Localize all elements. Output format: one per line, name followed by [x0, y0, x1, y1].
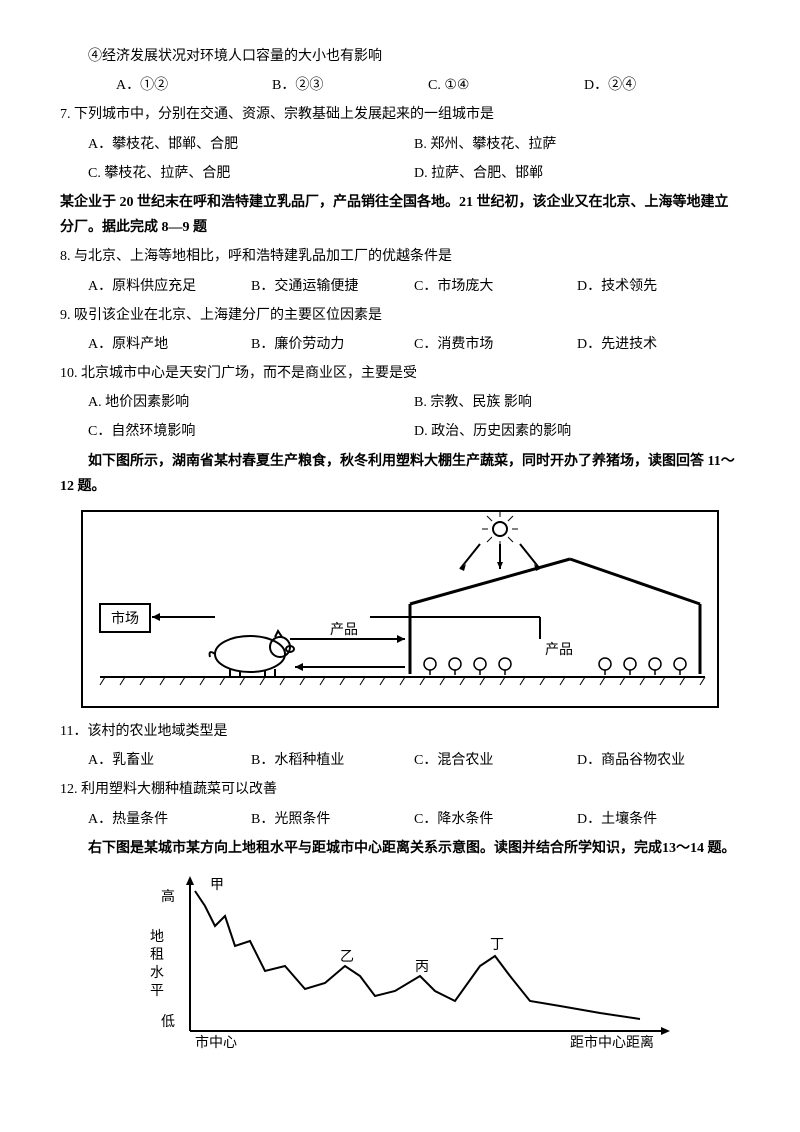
q10-stem: 10. 北京城市中心是天安门广场，而不是商业区，主要是受 [60, 361, 740, 386]
q8-options: A．原料供应充足 B．交通运输便捷 C．市场庞大 D．技术领先 [60, 274, 740, 299]
q7-stem: 7. 下列城市中，分别在交通、资源、宗教基础上发展起来的一组城市是 [60, 102, 740, 127]
q12-optC: C．降水条件 [414, 807, 577, 832]
q9-optA: A．原料产地 [88, 332, 251, 357]
q7-optD: D. 拉萨、合肥、邯郸 [414, 161, 740, 186]
q12-stem: 12. 利用塑料大棚种植蔬菜可以改善 [60, 777, 740, 802]
q8-optB: B．交通运输便捷 [251, 274, 414, 299]
q6-optB: B．②③ [272, 73, 428, 98]
q8-stem: 8. 与北京、上海等地相比，呼和浩特建乳品加工厂的优越条件是 [60, 244, 740, 269]
q6-optD: D．②④ [584, 73, 740, 98]
q7-row1: A．攀枝花、邯郸、合肥 B. 郑州、攀枝花、拉萨 [60, 132, 740, 157]
q9-optC: C．消费市场 [414, 332, 577, 357]
peak-jia: 甲 [210, 878, 224, 893]
q8-optD: D．技术领先 [577, 274, 740, 299]
rent-chart: 高 低 地 租 水 平 市中心 距市中心距离 甲 乙 丙 丁 [120, 871, 680, 1051]
q12-options: A．热量条件 B．光照条件 C．降水条件 D．土壤条件 [60, 807, 740, 832]
y-low-label: 低 [161, 1014, 175, 1030]
q9-options: A．原料产地 B．廉价劳动力 C．消费市场 D．先进技术 [60, 332, 740, 357]
q6-optA: A．①② [116, 73, 272, 98]
q11-options: A．乳畜业 B．水稻种植业 C．混合农业 D．商品谷物农业 [60, 748, 740, 773]
x-left-label: 市中心 [195, 1034, 237, 1051]
market-label: 市场 [111, 610, 139, 627]
q6-stmt4: ④经济发展状况对环境人口容量的大小也有影响 [60, 44, 740, 69]
q7-optB: B. 郑州、攀枝花、拉萨 [414, 132, 740, 157]
farm-diagram: 市场 产品 产品 [80, 509, 720, 709]
q11-optB: B．水稻种植业 [251, 748, 414, 773]
y-axis-char4: 平 [150, 984, 164, 999]
q8-optC: C．市场庞大 [414, 274, 577, 299]
q11-stem: 11．该村的农业地域类型是 [60, 719, 740, 744]
q11-optA: A．乳畜业 [88, 748, 251, 773]
q10-optD: D. 政治、历史因素的影响 [414, 419, 740, 444]
y-axis-char3: 水 [150, 965, 164, 981]
passage-1112: 如下图所示，湖南省某村春夏生产粮食，秋冬利用塑料大棚生产蔬菜，同时开办了养猪场，… [60, 449, 740, 499]
q7-optC: C. 攀枝花、拉萨、合肥 [88, 161, 414, 186]
q11-optC: C．混合农业 [414, 748, 577, 773]
y-high-label: 高 [161, 888, 175, 905]
q12-optD: D．土壤条件 [577, 807, 740, 832]
q10-row2: C．自然环境影响 D. 政治、历史因素的影响 [60, 419, 740, 444]
y-axis-char2: 租 [150, 947, 164, 963]
q9-stem: 9. 吸引该企业在北京、上海建分厂的主要区位因素是 [60, 303, 740, 328]
q12-optB: B．光照条件 [251, 807, 414, 832]
q10-optB: B. 宗教、民族 影响 [414, 390, 740, 415]
q9-optD: D．先进技术 [577, 332, 740, 357]
q6-options: A．①② B．②③ C. ①④ D．②④ [60, 73, 740, 98]
q10-row1: A. 地价因素影响 B. 宗教、民族 影响 [60, 390, 740, 415]
peak-ding: 丁 [490, 938, 504, 953]
product-label-2: 产品 [545, 642, 573, 658]
q10-optC: C．自然环境影响 [88, 419, 414, 444]
y-axis-char1: 地 [150, 929, 164, 945]
q6-optC: C. ①④ [428, 73, 584, 98]
q11-optD: D．商品谷物农业 [577, 748, 740, 773]
x-right-label: 距市中心距离 [570, 1034, 654, 1051]
q7-optA: A．攀枝花、邯郸、合肥 [88, 132, 414, 157]
q10-optA: A. 地价因素影响 [88, 390, 414, 415]
peak-bing: 丙 [415, 960, 429, 975]
passage-89: 某企业于 20 世纪末在呼和浩特建立乳品厂，产品销往全国各地。21 世纪初，该企… [60, 190, 740, 240]
q7-row2: C. 攀枝花、拉萨、合肥 D. 拉萨、合肥、邯郸 [60, 161, 740, 186]
q12-optA: A．热量条件 [88, 807, 251, 832]
q9-optB: B．廉价劳动力 [251, 332, 414, 357]
peak-yi: 乙 [340, 949, 354, 965]
product-label-1: 产品 [330, 622, 358, 638]
passage-1314: 右下图是某城市某方向上地租水平与距城市中心距离关系示意图。读图并结合所学知识，完… [60, 836, 740, 861]
q8-optA: A．原料供应充足 [88, 274, 251, 299]
